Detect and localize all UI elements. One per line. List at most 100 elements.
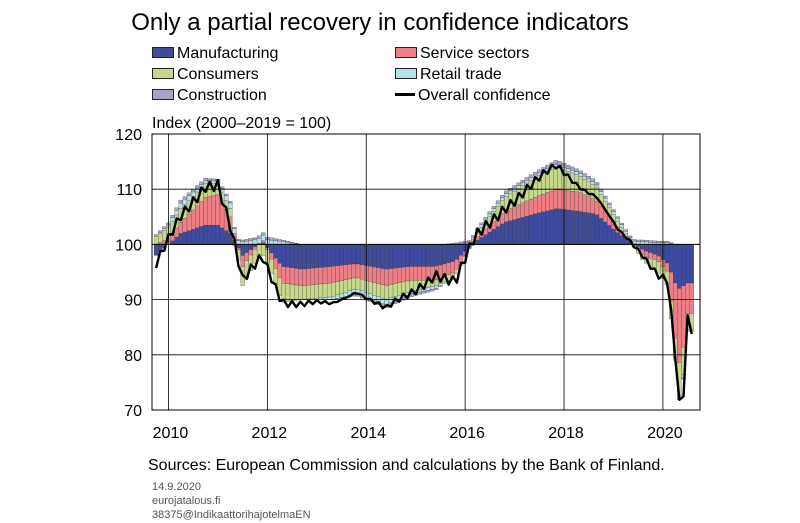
bar-construction xyxy=(656,240,661,243)
bar-manufacturing xyxy=(565,209,571,245)
bar-consumers xyxy=(656,261,661,274)
bar-retail xyxy=(615,218,620,222)
bar-manufacturing xyxy=(434,244,439,267)
legend-label-overall-confidence: Overall confidence xyxy=(418,87,551,104)
bar-construction xyxy=(619,222,624,225)
bar-service xyxy=(652,254,657,260)
bar-consumers xyxy=(343,279,348,293)
sources-note: Sources: European Commission and calcula… xyxy=(148,457,665,474)
bar-construction xyxy=(574,168,579,172)
bar-construction xyxy=(553,160,558,165)
bar-service xyxy=(528,198,534,216)
bar-service xyxy=(532,197,538,214)
bar-service xyxy=(318,267,324,285)
bar-manufacturing xyxy=(685,244,690,284)
bar-service xyxy=(281,266,287,284)
bar-stack xyxy=(158,230,163,252)
bar-stack xyxy=(508,188,513,245)
bar-retail xyxy=(487,213,493,217)
bar-service xyxy=(186,213,192,231)
bar-manufacturing xyxy=(586,212,591,245)
bar-retail xyxy=(232,228,237,234)
bar-stack xyxy=(586,176,591,245)
x-tick-label: 2010 xyxy=(153,425,189,442)
bar-manufacturing xyxy=(211,224,216,245)
bar-service xyxy=(570,191,575,211)
bar-construction xyxy=(434,287,439,290)
bar-manufacturing xyxy=(607,225,612,245)
bar-construction xyxy=(578,170,583,174)
bar-consumers xyxy=(372,282,377,296)
bar-construction xyxy=(186,192,192,196)
bar-stack xyxy=(388,244,394,306)
bar-retail xyxy=(273,240,278,245)
bar-manufacturing xyxy=(326,244,332,267)
bar-stack xyxy=(656,240,661,274)
bar-construction xyxy=(248,238,254,241)
bar-consumers xyxy=(314,284,319,299)
bar-manufacturing xyxy=(537,212,542,245)
legend-consumers: Consumers xyxy=(152,65,259,85)
bar-manufacturing xyxy=(487,231,493,245)
x-tick-label: 2012 xyxy=(252,425,288,442)
legend-label-construction: Construction xyxy=(177,87,267,104)
bar-manufacturing xyxy=(413,244,418,267)
bar-retail xyxy=(438,283,443,286)
bar-manufacturing xyxy=(182,231,188,245)
bar-stack xyxy=(384,244,390,308)
bar-construction xyxy=(644,240,649,243)
bar-manufacturing xyxy=(483,234,488,245)
bar-manufacturing xyxy=(318,244,324,268)
bar-stack xyxy=(273,238,278,286)
line-layer xyxy=(154,163,693,401)
bar-service xyxy=(203,197,208,226)
bar-retail xyxy=(425,287,431,291)
legend-line-overall-confidence xyxy=(395,93,415,97)
bar-retail xyxy=(429,286,435,290)
bar-consumers xyxy=(335,281,340,296)
bar-consumers xyxy=(158,233,163,243)
bar-stack xyxy=(178,200,184,245)
bar-stack xyxy=(409,244,414,297)
bar-manufacturing xyxy=(677,244,682,289)
bar-construction xyxy=(603,195,608,199)
bar-construction xyxy=(170,215,175,218)
bar-retail xyxy=(491,208,497,212)
bar-manufacturing xyxy=(495,226,501,245)
publish-date: 14.9.2020 xyxy=(152,481,201,493)
bar-construction xyxy=(289,242,295,244)
bar-retail xyxy=(248,240,254,245)
bar-service xyxy=(248,249,254,256)
bar-manufacturing xyxy=(421,244,427,267)
bar-service xyxy=(359,264,365,280)
bar-retail xyxy=(603,198,608,202)
bar-retail xyxy=(434,285,439,289)
bar-stack xyxy=(397,244,402,303)
bar-service xyxy=(405,266,410,282)
bar-manufacturing xyxy=(376,244,381,268)
bar-service xyxy=(401,267,406,283)
grid-layer xyxy=(152,134,700,410)
bar-stack xyxy=(652,240,657,270)
legend-swatch-service-sectors xyxy=(395,47,417,59)
bar-manufacturing xyxy=(652,244,657,255)
bar-service xyxy=(207,196,212,226)
bar-service xyxy=(302,268,307,286)
bar-retail xyxy=(158,232,163,234)
bar-construction xyxy=(252,237,258,241)
bar-retail xyxy=(331,296,336,300)
bar-retail xyxy=(178,202,184,209)
bar-construction xyxy=(162,226,167,229)
bar-stack xyxy=(450,243,455,280)
bar-retail xyxy=(607,204,612,208)
bar-construction xyxy=(504,190,509,194)
legend-label-service-sectors: Service sectors xyxy=(420,45,530,62)
bar-retail xyxy=(524,180,530,184)
bar-stack xyxy=(578,170,583,245)
bar-construction xyxy=(487,211,493,215)
bar-retail xyxy=(574,171,579,175)
bar-stack xyxy=(429,244,435,292)
bar-stack xyxy=(541,167,546,245)
bar-service xyxy=(277,263,282,278)
bar-construction xyxy=(438,285,443,287)
